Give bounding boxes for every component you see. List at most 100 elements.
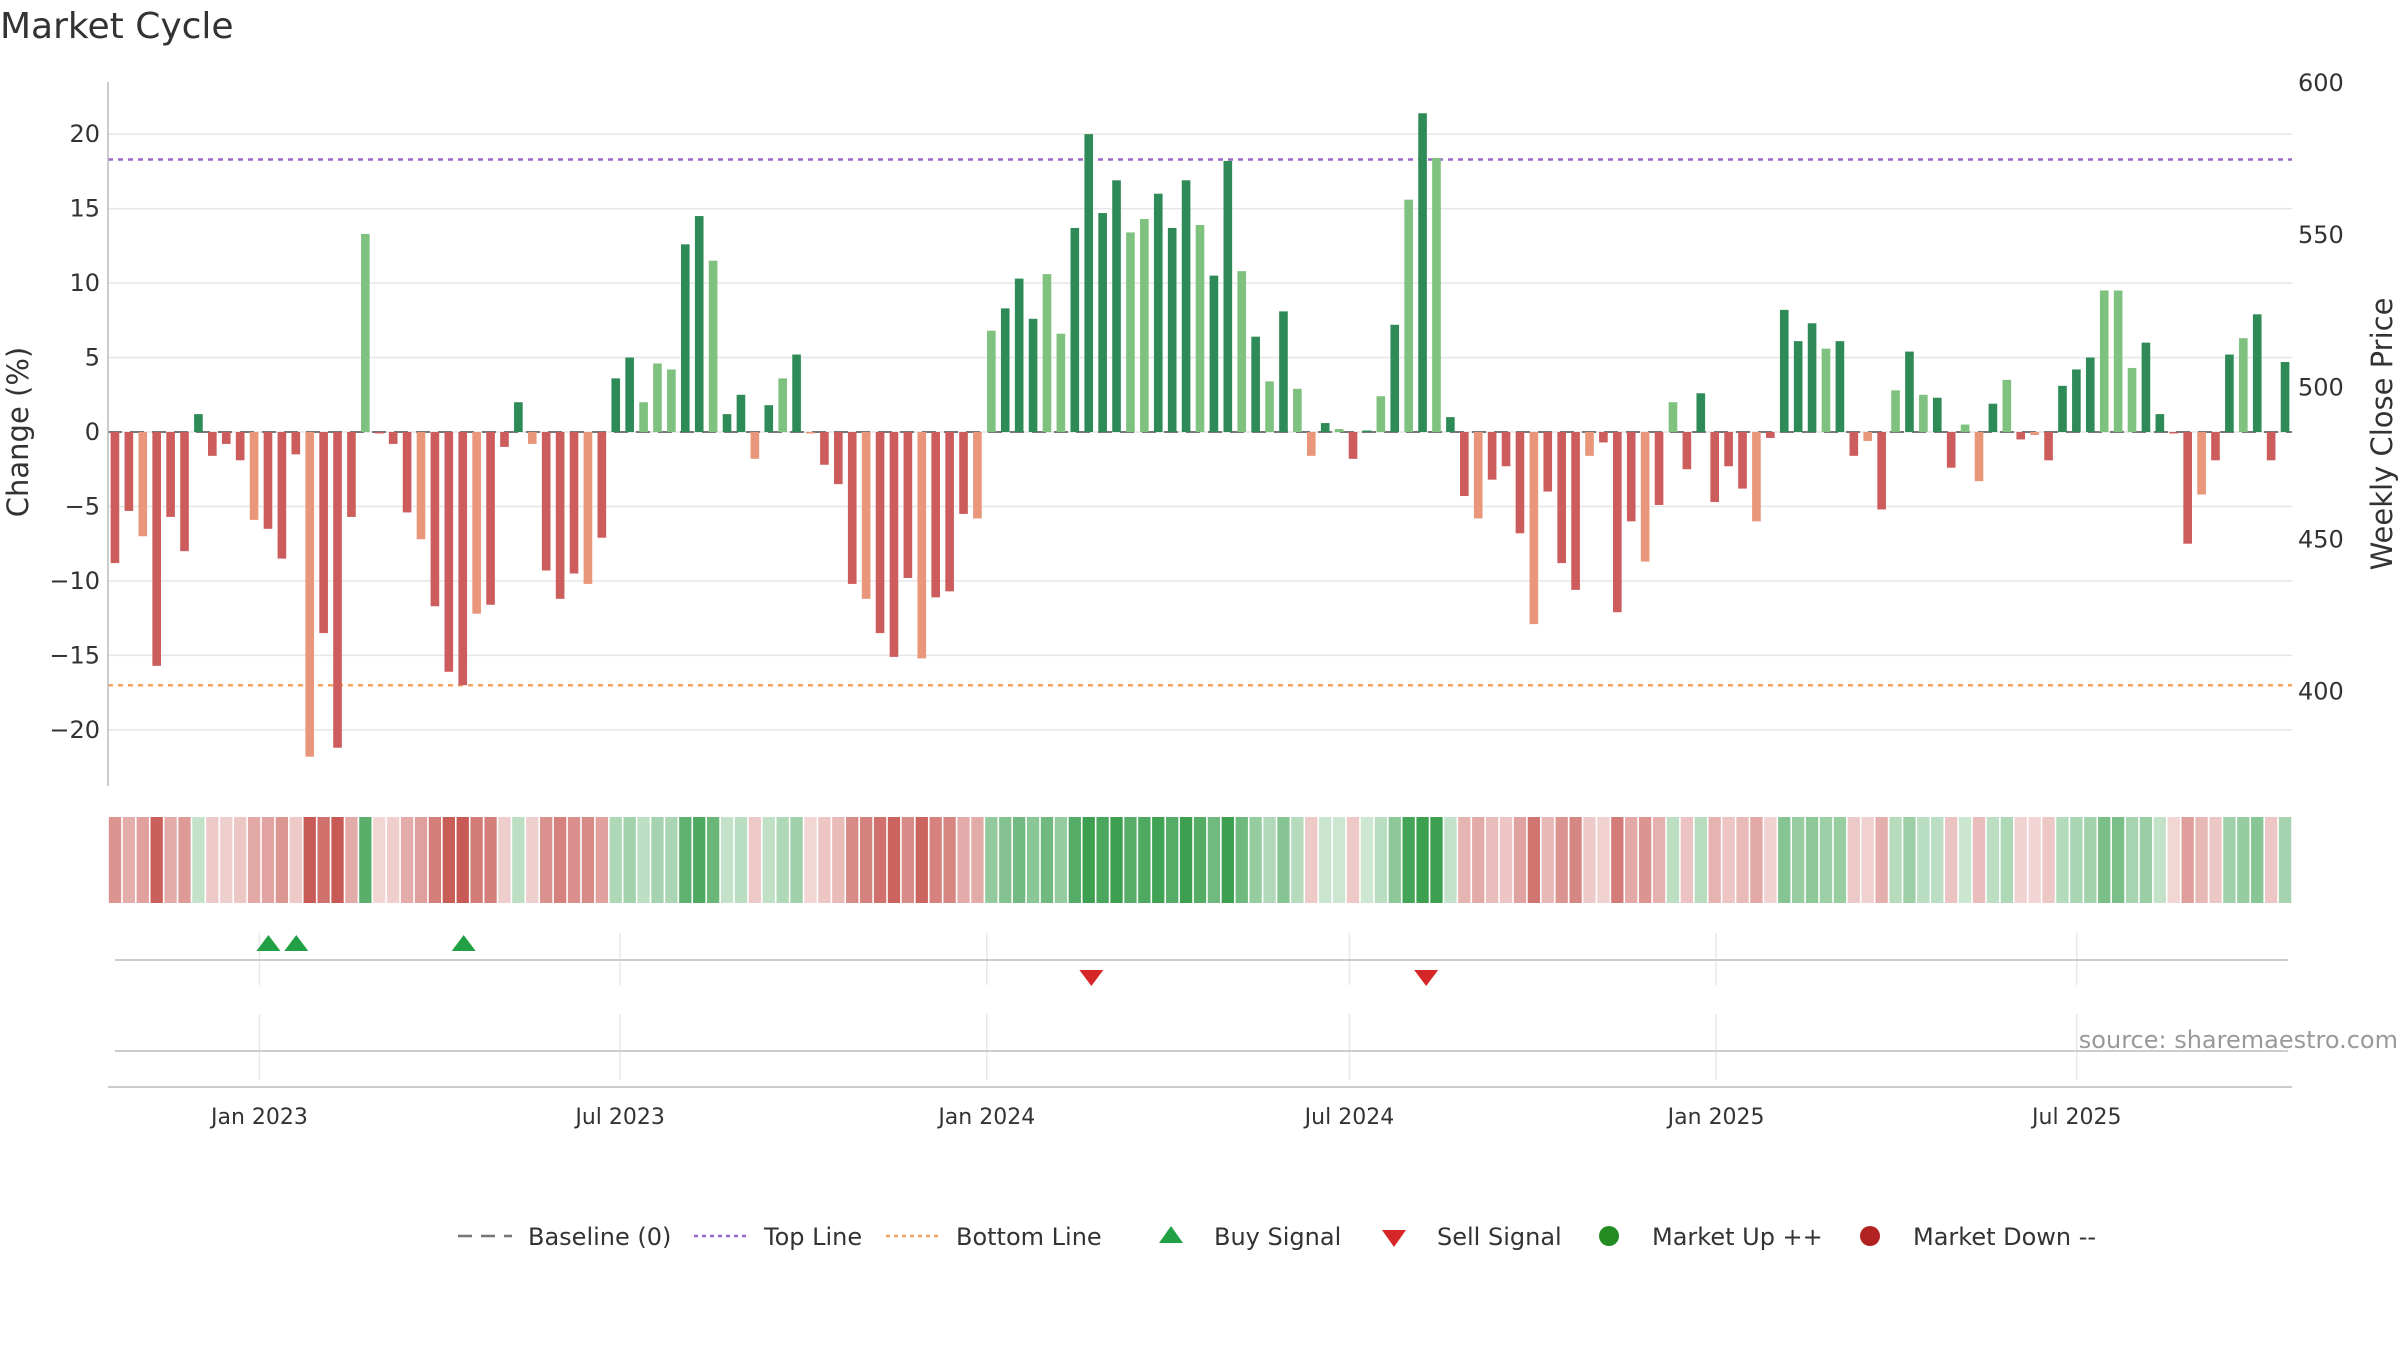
heat-cell (1861, 817, 1874, 903)
bar (1042, 274, 1052, 432)
bar (1404, 199, 1413, 432)
bar (2266, 432, 2276, 461)
bar (361, 233, 370, 432)
heat-cell (220, 817, 233, 903)
heat-cell (818, 817, 831, 903)
heat-cell (665, 817, 678, 903)
bar (653, 363, 662, 432)
heat-cell (303, 817, 316, 903)
heat-cell (1138, 817, 1151, 903)
bar (1932, 397, 1942, 432)
heat-cell (887, 817, 901, 903)
heat-cell (275, 817, 289, 903)
bar (917, 432, 927, 659)
bar (1251, 336, 1260, 432)
chart-title: Market Cycle (0, 6, 234, 47)
heat-cell (999, 817, 1012, 903)
heat-cell (122, 817, 136, 903)
bar (2085, 357, 2095, 432)
bar (1682, 432, 1692, 470)
bar (2099, 290, 2109, 432)
x-tick-label: Jul 2023 (573, 1105, 665, 1130)
heat-cell (1332, 817, 1346, 903)
bar (1376, 396, 1386, 432)
legend-item-top: Top Line (694, 1223, 862, 1251)
y-tick-label: 5 (85, 344, 100, 372)
heat-cell (2139, 817, 2153, 903)
heat-cell (595, 817, 608, 903)
heat-cell (2209, 817, 2222, 903)
heat-cell (1666, 817, 1680, 903)
legend-sell-icon (1382, 1230, 1406, 1247)
bar (1126, 232, 1135, 432)
bar (347, 432, 356, 517)
bar (1835, 341, 1845, 432)
bar (987, 330, 996, 432)
bar (180, 432, 189, 552)
heat-cell (1040, 817, 1054, 903)
heat-cell (901, 817, 915, 903)
bar (500, 432, 509, 447)
bar (861, 432, 871, 599)
heat-cell (1166, 817, 1179, 903)
heat-cell (957, 817, 970, 903)
bar (1473, 432, 1483, 519)
heat-cell (2028, 817, 2041, 903)
bar-series (110, 113, 2290, 757)
heat-cell (289, 817, 302, 903)
heat-cell (804, 817, 817, 903)
bar (1710, 432, 1720, 502)
bar (1348, 432, 1358, 459)
x-tick-label: Jul 2024 (1303, 1105, 1395, 1130)
bar (444, 432, 454, 672)
bar (1849, 432, 1859, 456)
bar (2141, 342, 2151, 432)
heat-cell (1722, 817, 1735, 903)
heat-cell (651, 817, 664, 903)
heat-cell (442, 817, 455, 903)
heat-cell (2223, 817, 2236, 903)
heat-cell (2125, 817, 2139, 903)
bar (680, 244, 690, 432)
bar (611, 378, 621, 432)
legend: Baseline (0) Top Line Bottom Line Buy Signa… (458, 1223, 2096, 1251)
bar (1334, 429, 1344, 432)
bar (2238, 338, 2248, 432)
heat-cell (1472, 817, 1485, 903)
bar (1696, 393, 1706, 432)
heat-cell (1193, 817, 1207, 903)
bar (291, 432, 301, 455)
heat-cell (1583, 817, 1596, 903)
bar (1084, 134, 1094, 432)
heat-cell (943, 817, 956, 903)
bar (2169, 432, 2179, 434)
bar (1543, 432, 1553, 492)
bar (194, 414, 203, 432)
bar (820, 432, 829, 465)
bar (1459, 432, 1469, 497)
heat-cell (1652, 817, 1666, 903)
heat-cell (762, 817, 775, 903)
heat-cell (192, 817, 205, 903)
bar (1807, 323, 1817, 432)
bar (625, 357, 634, 432)
bar (750, 432, 760, 459)
heat-cell (1917, 817, 1930, 903)
bar (2072, 369, 2081, 432)
legend-label: Market Up ++ (1652, 1223, 1823, 1251)
bar (889, 432, 899, 657)
bar (2127, 367, 2137, 432)
heat-cell (832, 817, 845, 903)
bar (1446, 417, 1455, 432)
bar (1167, 227, 1177, 432)
x-tick-label: Jul 2025 (2030, 1105, 2122, 1130)
heat-cell (553, 817, 567, 903)
bar (1112, 180, 1121, 432)
heat-cell (1805, 817, 1819, 903)
heat-cell (1179, 817, 1193, 903)
bar (1668, 402, 1678, 432)
heat-cell (1388, 817, 1401, 903)
legend-label: Bottom Line (956, 1223, 1102, 1251)
bar (722, 414, 732, 432)
sell-signal-marker (1079, 970, 1104, 986)
